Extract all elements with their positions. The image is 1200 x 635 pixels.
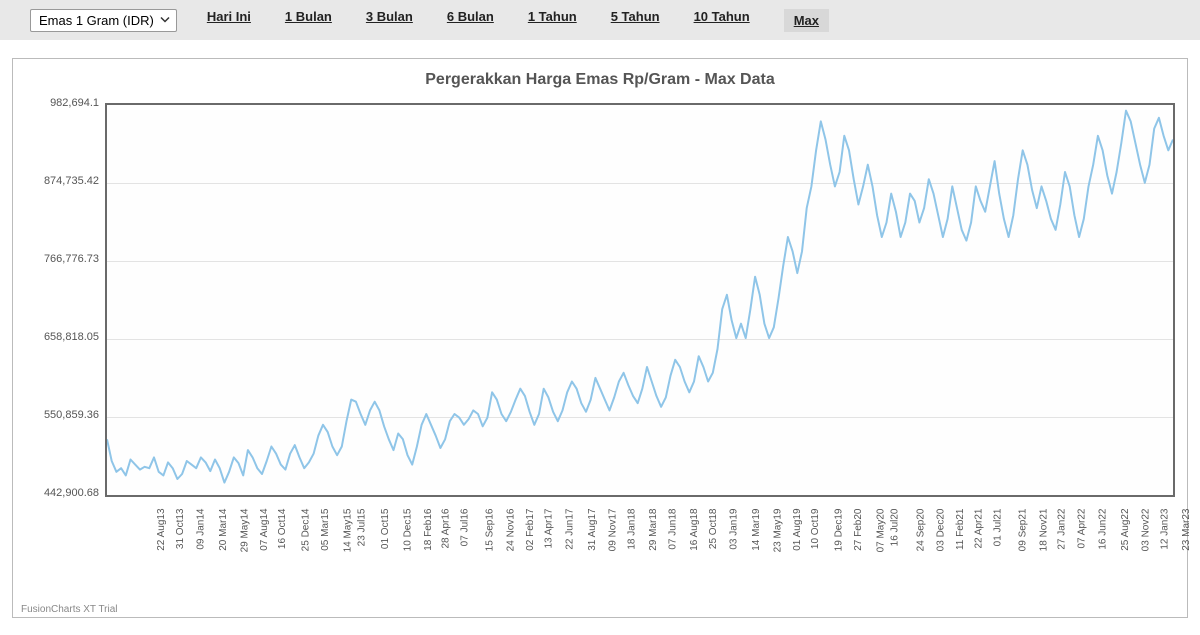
- y-axis-label: 442,900.68: [17, 487, 99, 499]
- range-tabs: Hari Ini 1 Bulan 3 Bulan 6 Bulan 1 Tahun 5 Ta…: [207, 9, 829, 32]
- chevron-down-icon: [160, 13, 170, 28]
- x-axis-label: 07 Aug14: [259, 509, 270, 551]
- tab-hari-ini[interactable]: Hari Ini: [207, 9, 251, 32]
- x-axis-label: 09 Sep21: [1018, 509, 1029, 552]
- x-axis-label: 13 Apr17: [543, 509, 554, 549]
- x-axis-label: 23 Mar23: [1181, 509, 1192, 551]
- x-axis-label: 23 May19: [773, 509, 784, 553]
- x-axis-label: 07 Apr22: [1076, 509, 1087, 549]
- x-axis-label: 25 Oct18: [708, 509, 719, 550]
- x-axis-label: 03 Nov22: [1141, 509, 1152, 552]
- y-axis-label: 874,735.42: [17, 175, 99, 187]
- toolbar: Emas 1 Gram (IDR) Hari Ini 1 Bulan 3 Bulan…: [0, 0, 1200, 40]
- x-axis-label: 10 Oct19: [810, 509, 821, 550]
- tab-6-bulan[interactable]: 6 Bulan: [447, 9, 494, 32]
- x-axis-label: 07 Jun18: [667, 509, 678, 550]
- y-axis-label: 766,776.73: [17, 253, 99, 265]
- chart-credit: FusionCharts XT Trial: [21, 604, 118, 615]
- x-axis-label: 14 May15: [342, 509, 353, 553]
- tab-max[interactable]: Max: [784, 9, 829, 32]
- x-axis-label: 14 Mar19: [751, 509, 762, 551]
- x-axis-label: 11 Feb21: [955, 509, 966, 551]
- x-axis-label: 16 Jul20: [890, 509, 901, 547]
- x-axis-label: 22 Apr21: [974, 509, 985, 549]
- x-axis-label: 16 Aug18: [689, 509, 700, 551]
- x-axis-label: 02 Feb17: [525, 509, 536, 551]
- chart-container: Pergerakkan Harga Emas Rp/Gram - Max Dat…: [12, 58, 1188, 618]
- x-axis-label: 05 Mar15: [320, 509, 331, 551]
- x-axis-label: 15 Sep16: [485, 509, 496, 552]
- tab-1-bulan[interactable]: 1 Bulan: [285, 9, 332, 32]
- tab-1-tahun[interactable]: 1 Tahun: [528, 9, 577, 32]
- x-axis-label: 16 Oct14: [277, 509, 288, 550]
- x-axis-label: 20 Mar14: [218, 509, 229, 551]
- dropdown-selected-label: Emas 1 Gram (IDR): [39, 13, 154, 28]
- x-axis-label: 18 Jan18: [626, 509, 637, 550]
- y-axis-label: 982,694.1: [17, 97, 99, 109]
- x-axis-label: 25 Aug22: [1120, 509, 1131, 551]
- x-axis-label: 31 Aug17: [587, 509, 598, 551]
- x-axis-label: 10 Dec15: [403, 509, 414, 552]
- x-axis-label: 03 Jan19: [729, 509, 740, 550]
- x-axis-label: 12 Jan23: [1159, 509, 1170, 550]
- x-axis-label: 22 Jun17: [565, 509, 576, 550]
- page-root: Emas 1 Gram (IDR) Hari Ini 1 Bulan 3 Bulan…: [0, 0, 1200, 635]
- x-axis-label: 07 Jul16: [459, 509, 470, 547]
- x-axis-label: 19 Dec19: [833, 509, 844, 552]
- x-axis-label: 24 Nov16: [505, 509, 516, 552]
- x-axis-label: 29 Mar18: [648, 509, 659, 551]
- tab-3-bulan[interactable]: 3 Bulan: [366, 9, 413, 32]
- plot-area: [105, 103, 1175, 497]
- x-axis-label: 28 Apr16: [441, 509, 452, 549]
- x-axis-label: 01 Oct15: [380, 509, 391, 550]
- x-axis-label: 31 Oct13: [175, 509, 186, 550]
- x-axis-label: 27 Jan22: [1057, 509, 1068, 550]
- x-axis-label: 27 Feb20: [853, 509, 864, 551]
- chart-title: Pergerakkan Harga Emas Rp/Gram - Max Dat…: [19, 71, 1181, 89]
- x-axis-label: 16 Jun22: [1098, 509, 1109, 550]
- x-axis-label: 03 Dec20: [936, 509, 947, 552]
- x-axis-label: 24 Sep20: [915, 509, 926, 552]
- x-axis-label: 29 May14: [240, 509, 251, 553]
- y-axis-label: 658,818.05: [17, 331, 99, 343]
- x-axis-label: 07 May20: [875, 509, 886, 553]
- x-axis-label: 18 Feb16: [423, 509, 434, 551]
- x-axis-label: 01 Jul21: [992, 509, 1003, 547]
- x-axis-label: 23 Jul15: [357, 509, 368, 547]
- tab-5-tahun[interactable]: 5 Tahun: [611, 9, 660, 32]
- price-line: [107, 105, 1173, 495]
- x-axis-label: 25 Dec14: [300, 509, 311, 552]
- y-axis-label: 550,859.36: [17, 409, 99, 421]
- x-axis-label: 09 Jan14: [196, 509, 207, 550]
- x-axis-label: 01 Aug19: [792, 509, 803, 551]
- x-axis-label: 22 Aug13: [156, 509, 167, 551]
- x-axis-label: 09 Nov17: [608, 509, 619, 552]
- tab-10-tahun[interactable]: 10 Tahun: [694, 9, 750, 32]
- unit-dropdown[interactable]: Emas 1 Gram (IDR): [30, 9, 177, 32]
- x-axis-label: 18 Nov21: [1038, 509, 1049, 552]
